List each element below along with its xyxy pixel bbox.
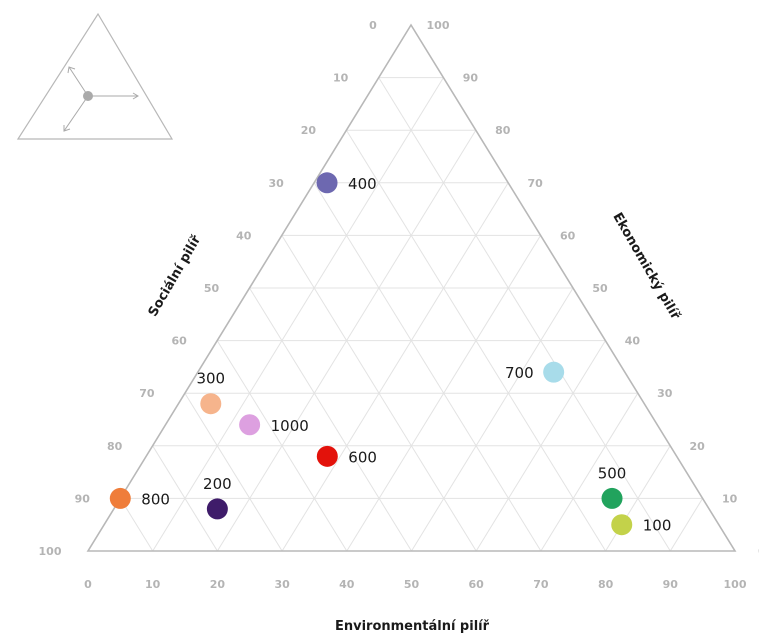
grid-line bbox=[281, 182, 509, 552]
point-700 bbox=[543, 361, 565, 383]
environmental-tick-label: 30 bbox=[274, 578, 290, 591]
grid-line bbox=[411, 287, 574, 552]
grid-line bbox=[152, 77, 444, 552]
social-tick-label: 60 bbox=[172, 335, 188, 348]
social-tick-label: 50 bbox=[204, 282, 220, 295]
environmental-tick-label: 80 bbox=[598, 578, 614, 591]
grid-line bbox=[669, 498, 704, 552]
grid-line bbox=[313, 182, 542, 552]
economic-axis-title: Ekonomický pilíř bbox=[609, 210, 683, 323]
point-label-500: 500 bbox=[598, 464, 627, 482]
grid-line bbox=[184, 392, 283, 552]
social-tick-label: 40 bbox=[236, 229, 252, 242]
environmental-tick-label: 40 bbox=[339, 578, 355, 591]
social-tick-label: 0 bbox=[369, 19, 377, 32]
environmental-tick-label: 100 bbox=[724, 578, 747, 591]
triangle-frame bbox=[86, 23, 737, 552]
social-tick-label: 100 bbox=[39, 545, 62, 558]
economic-tick-label: 60 bbox=[560, 229, 576, 242]
social-tick-label: 20 bbox=[301, 124, 317, 137]
point-label-800: 800 bbox=[141, 490, 170, 508]
environmental-axis-title: Environmentální pilíř bbox=[335, 619, 490, 634]
economic-tick-label: 10 bbox=[722, 492, 738, 505]
environmental-tick-label: 50 bbox=[404, 578, 420, 591]
environmental-tick-label: 20 bbox=[210, 578, 226, 591]
social-tick-label: 10 bbox=[333, 72, 349, 85]
point-label-1000: 1000 bbox=[271, 417, 309, 435]
point-label-200: 200 bbox=[203, 475, 232, 493]
point-400 bbox=[316, 172, 338, 194]
economic-tick-label: 50 bbox=[592, 282, 608, 295]
environmental-tick-label: 90 bbox=[663, 578, 679, 591]
grid-line bbox=[540, 392, 639, 552]
environmental-tick-label: 70 bbox=[533, 578, 549, 591]
point-label-400: 400 bbox=[348, 175, 377, 193]
direction-legend-icon bbox=[16, 12, 174, 140]
environmental-tick-label: 60 bbox=[469, 578, 485, 591]
economic-tick-label: 20 bbox=[690, 440, 706, 453]
environmental-axis-ticks: 0 10 20 30 40 50 60 70 80 90 100 bbox=[84, 578, 747, 591]
point-300 bbox=[200, 393, 222, 415]
social-tick-label: 90 bbox=[75, 492, 91, 505]
grid-line bbox=[475, 340, 606, 552]
social-tick-label: 30 bbox=[268, 177, 284, 190]
grid-line bbox=[378, 77, 671, 552]
grid-line bbox=[249, 287, 412, 552]
social-axis-title: Sociální pilíř bbox=[146, 233, 205, 320]
economic-tick-label: 40 bbox=[625, 335, 641, 348]
point-label-600: 600 bbox=[348, 448, 377, 466]
point-label-300: 300 bbox=[196, 370, 225, 388]
point-500 bbox=[601, 487, 623, 509]
point-label-700: 700 bbox=[505, 364, 534, 382]
grid-line bbox=[152, 445, 218, 552]
social-tick-label: 70 bbox=[139, 387, 155, 400]
environmental-tick-label: 10 bbox=[145, 578, 161, 591]
economic-tick-label: 90 bbox=[463, 72, 479, 85]
data-points: 100 200 300 400 500 600 700 800 1000 bbox=[109, 172, 672, 536]
economic-tick-label: 70 bbox=[528, 177, 544, 190]
point-200 bbox=[206, 498, 228, 520]
point-label-100: 100 bbox=[643, 517, 672, 535]
point-1000 bbox=[239, 414, 261, 436]
economic-tick-label: 30 bbox=[657, 387, 673, 400]
social-axis-ticks: 0 10 20 30 40 50 60 70 80 90 100 bbox=[39, 19, 378, 558]
point-600 bbox=[316, 445, 338, 467]
economic-tick-label: 80 bbox=[495, 124, 511, 137]
grid-line bbox=[216, 340, 348, 552]
environmental-tick-label: 0 bbox=[84, 578, 92, 591]
economic-tick-label: 100 bbox=[427, 19, 450, 32]
point-800 bbox=[109, 487, 131, 509]
social-tick-label: 80 bbox=[107, 440, 123, 453]
point-100 bbox=[611, 514, 633, 536]
